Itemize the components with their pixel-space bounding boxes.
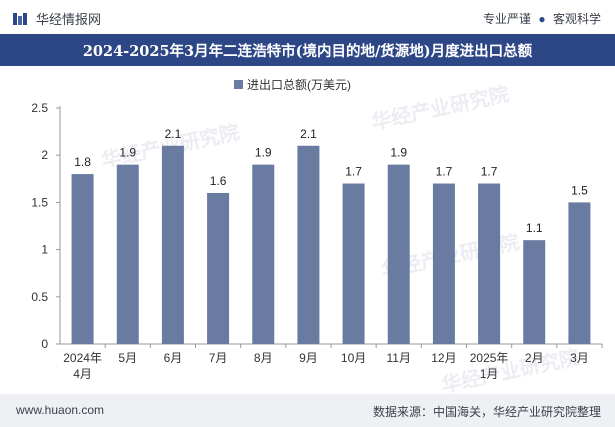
legend-swatch [234,80,243,89]
brand[interactable]: 华经情报网 [12,9,101,28]
bar-value-label: 1.9 [119,146,136,160]
x-tick-label: 11月 [387,351,411,365]
chart-title: 2024-2025年3月年二连浩特市(境内目的地/货源地)月度进出口总额 [0,34,615,66]
x-tick-label: 9月 [299,351,318,365]
y-tick-label: 2 [41,148,48,162]
bar[interactable] [387,164,410,344]
x-tick-label: 10月 [341,351,366,365]
bar[interactable] [116,164,139,344]
bar-value-label: 2.1 [165,127,182,141]
bar-value-label: 2.1 [300,127,317,141]
tagline-dot-icon: ● [538,12,546,26]
legend-label: 进出口总额(万美元) [247,78,351,92]
y-tick-label: 1.5 [31,195,48,209]
legend: 进出口总额(万美元) [234,76,351,93]
x-tick-label: 3月 [570,351,589,365]
bar-value-label: 1.5 [571,183,588,197]
bar-value-label: 1.9 [390,146,407,160]
x-tick-label: 2025年 1月 [470,351,509,381]
bar-value-label: 1.9 [255,146,272,160]
x-tick-label: 5月 [118,351,137,365]
y-tick-label: 2.5 [31,101,48,115]
bar[interactable] [252,164,275,344]
bar[interactable] [478,183,501,344]
top-bar: 华经情报网 专业严谨 ● 客观科学 [0,0,615,34]
bar[interactable] [342,183,365,344]
x-tick-label: 2月 [525,351,544,365]
x-tick-label: 7月 [209,351,228,365]
bar[interactable] [523,240,546,344]
x-tick-label: 12月 [431,351,456,365]
brand-logo-icon [13,12,27,25]
footer: www.huaon.com 数据来源：中国海关，华经产业研究院整理 [0,394,615,427]
bar[interactable] [207,192,230,344]
bar-value-label: 1.8 [74,155,91,169]
bar[interactable] [161,145,184,344]
y-tick-label: 1 [41,243,48,257]
bar-value-label: 1.7 [436,165,453,179]
x-tick-label: 2024年 4月 [63,351,102,381]
y-tick-label: 0.5 [31,290,48,304]
bar-value-label: 1.6 [210,174,227,188]
x-tick-label: 6月 [164,351,183,365]
bar-chart: 0 0.5 1 1.5 2 2.5 1.8 2024年 4月 1.9 5月 2.1 6月 1.6 7月 1.9… [31,101,603,381]
bar-value-label: 1.7 [481,165,498,179]
bar-value-label: 1.1 [526,221,543,235]
data-source: 数据来源：中国海关，华经产业研究院整理 [372,405,601,419]
bar[interactable] [432,183,455,344]
brand-name: 华经情报网 [36,12,102,27]
tagline-left: 专业严谨 [483,12,532,26]
x-tick-label: 8月 [254,351,273,365]
bar[interactable] [568,202,591,344]
tagline-right: 客观科学 [552,12,601,26]
y-tick-label: 0 [41,337,48,351]
tagline: 专业严谨 ● 客观科学 [483,10,601,27]
bar-value-label: 1.7 [345,165,362,179]
bar[interactable] [297,145,320,344]
bar[interactable] [71,174,94,344]
website-link[interactable]: www.huaon.com [16,403,105,417]
